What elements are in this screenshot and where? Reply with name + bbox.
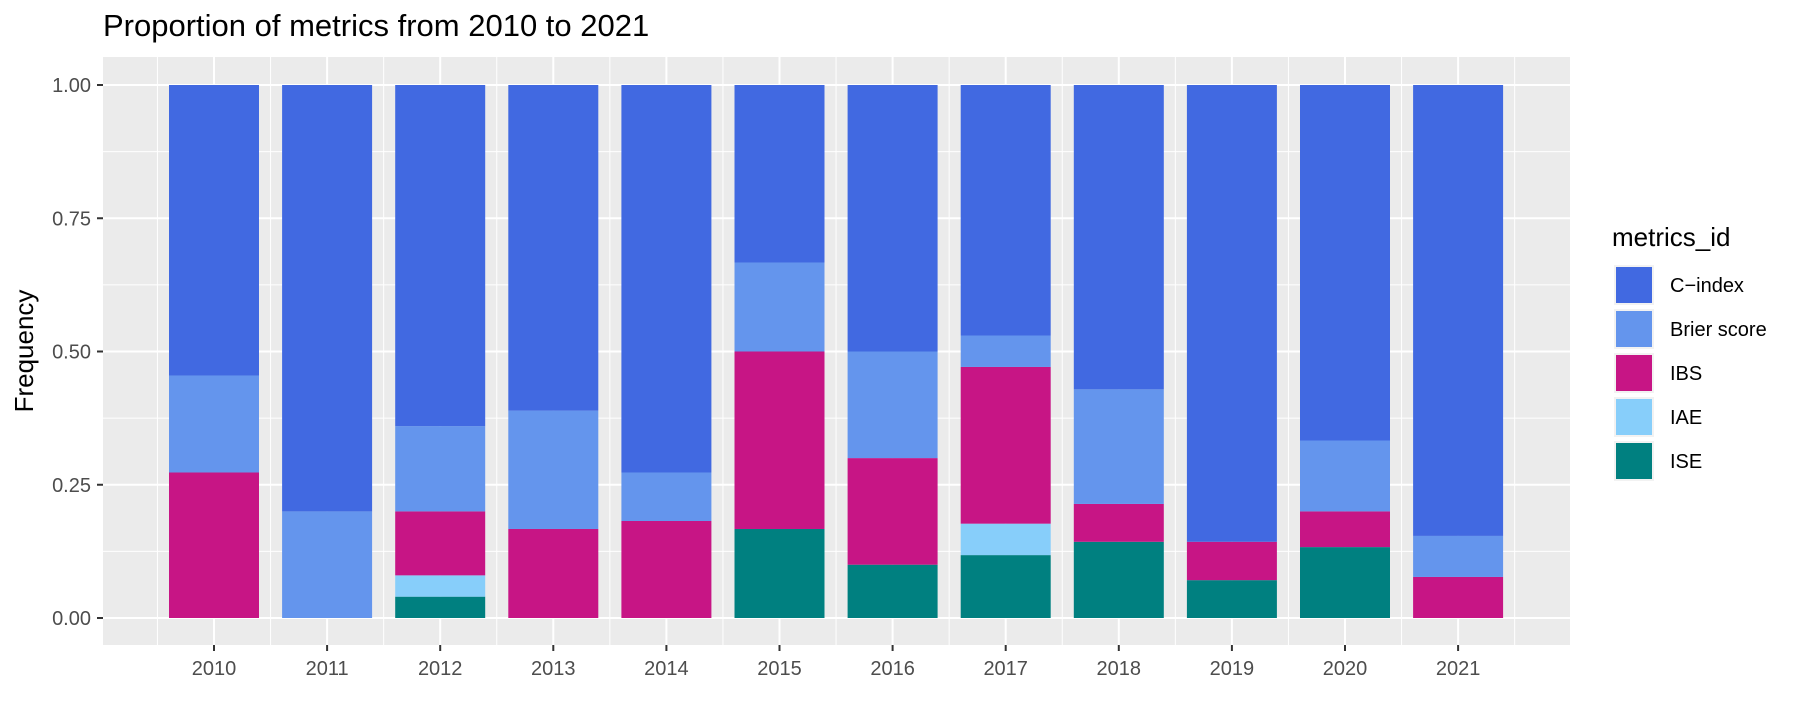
legend-label: IAE — [1670, 407, 1702, 429]
legend-title: metrics_id — [1612, 222, 1730, 252]
legend-swatch — [1616, 267, 1652, 303]
bar-segment — [169, 85, 259, 376]
bar-segment — [508, 410, 599, 529]
bar-segment — [1300, 440, 1390, 512]
bar-segment — [621, 472, 712, 521]
bar-segment — [169, 375, 259, 473]
bar-segment — [508, 528, 599, 618]
bars-group — [169, 85, 1504, 618]
bar-segment — [1413, 576, 1504, 618]
y-tick-label: 0.75 — [52, 208, 91, 230]
bar-segment — [395, 511, 486, 576]
legend-swatch — [1616, 311, 1652, 347]
y-axis: 0.00 0.25 0.50 0.75 1.00 — [52, 75, 103, 630]
y-tick-label: 0.50 — [52, 342, 91, 364]
x-axis: 2010 2011 2012 2013 2014 2015 2016 2017 2018 2019… — [192, 645, 1481, 680]
bar-segment — [1413, 85, 1504, 536]
x-tick-label: 2021 — [1436, 658, 1481, 680]
bar-segment — [1073, 389, 1164, 504]
bar-segment — [960, 366, 1051, 524]
x-tick-label: 2020 — [1323, 658, 1368, 680]
bar-segment — [847, 351, 938, 459]
bar-segment — [1073, 503, 1164, 542]
bar-segment — [1300, 85, 1390, 441]
chart-title: Proportion of metrics from 2010 to 2021 — [103, 8, 649, 43]
bar-segment — [1186, 541, 1277, 581]
y-tick-label: 0.00 — [52, 608, 91, 630]
bar-segment — [1186, 580, 1277, 618]
x-tick-label: 2013 — [531, 658, 576, 680]
legend-label: ISE — [1670, 451, 1702, 473]
x-tick-label: 2019 — [1210, 658, 1255, 680]
bar-segment — [1413, 535, 1504, 577]
legend-swatch — [1616, 399, 1652, 435]
bar-segment — [1073, 541, 1164, 618]
bar-segment — [169, 472, 259, 618]
bar-segment — [621, 85, 712, 473]
legend-label: C−index — [1670, 275, 1744, 297]
bar-segment — [960, 523, 1051, 556]
bar-segment — [734, 262, 825, 352]
bar-segment — [734, 85, 825, 263]
bar-segment — [1300, 511, 1390, 548]
y-axis-title: Frequency — [9, 290, 39, 413]
x-tick-label: 2018 — [1097, 658, 1142, 680]
bar-segment — [960, 335, 1051, 367]
bar-segment — [960, 85, 1051, 336]
x-tick-label: 2015 — [757, 658, 802, 680]
bar-segment — [1300, 547, 1390, 618]
legend-label: IBS — [1670, 363, 1702, 385]
bar-segment — [395, 596, 486, 618]
x-tick-label: 2016 — [870, 658, 915, 680]
bar-segment — [1073, 85, 1164, 390]
bar-segment — [1186, 85, 1277, 542]
bar-segment — [621, 520, 712, 618]
bar-segment — [282, 85, 373, 512]
bar-segment — [282, 511, 373, 618]
bar-segment — [960, 555, 1051, 618]
bar-segment — [734, 528, 825, 618]
bar-segment — [847, 85, 938, 352]
legend-label: Brier score — [1670, 319, 1767, 341]
y-tick-label: 1.00 — [52, 75, 91, 97]
bar-segment — [734, 351, 825, 529]
legend-swatch — [1616, 355, 1652, 391]
x-tick-label: 2011 — [306, 658, 349, 680]
x-tick-label: 2017 — [983, 658, 1028, 680]
x-tick-label: 2010 — [192, 658, 237, 680]
bar-segment — [395, 575, 486, 597]
legend-swatch — [1616, 443, 1652, 479]
y-tick-label: 0.25 — [52, 475, 91, 497]
bar-segment — [847, 458, 938, 565]
bar-segment — [395, 85, 486, 427]
bar-segment — [847, 564, 938, 618]
x-tick-label: 2012 — [418, 658, 463, 680]
legend: metrics_id C−index Brier score IBS IAE ISE — [1612, 222, 1767, 481]
x-tick-label: 2014 — [644, 658, 689, 680]
bar-segment — [395, 426, 486, 512]
bar-segment — [508, 85, 599, 411]
